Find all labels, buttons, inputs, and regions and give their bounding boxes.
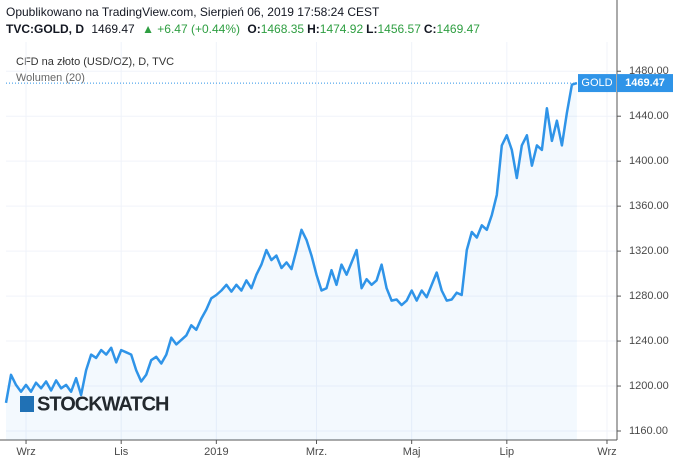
symbol-line: TVC:GOLD, D 1469.47 ▲ +6.47 (+0.44%) O:1… bbox=[6, 22, 487, 36]
last-price-box bbox=[617, 74, 673, 93]
ohlc-label: H: bbox=[307, 22, 320, 36]
y-tick-label: 1200.00 bbox=[629, 380, 669, 392]
x-tick-label: Wrz bbox=[597, 446, 616, 458]
ohlc-value: 1468.35 bbox=[260, 22, 305, 36]
y-tick-label: 1400.00 bbox=[629, 155, 669, 167]
x-tick-label: Lis bbox=[114, 446, 129, 458]
y-tick-label: 1360.00 bbox=[629, 200, 669, 212]
ohlc-label: L: bbox=[366, 22, 378, 36]
x-tick-label: Maj bbox=[403, 446, 421, 458]
ohlc-label: O: bbox=[247, 22, 261, 36]
y-tick-label: 1280.00 bbox=[629, 290, 669, 302]
legend-volume: Wolumen (20) bbox=[16, 72, 85, 84]
last-name: GOLD bbox=[581, 77, 612, 89]
price-line bbox=[4, 81, 578, 404]
last-name-box bbox=[578, 74, 616, 93]
x-tick-label: Lip bbox=[499, 446, 514, 458]
ohlc-value: 1474.92 bbox=[319, 22, 364, 36]
symbol: TVC:GOLD, D bbox=[6, 22, 84, 36]
y-tick-label: 1160.00 bbox=[629, 425, 668, 437]
x-tick-label: Mrz. bbox=[306, 446, 327, 458]
ohlc-value: 1469.47 bbox=[436, 22, 480, 36]
area-fill bbox=[6, 83, 577, 440]
ohlc-label: C: bbox=[423, 22, 437, 36]
watermark: STOCKWATCH bbox=[37, 393, 169, 415]
y-tick-label: 1240.00 bbox=[629, 335, 669, 347]
change: ▲ +6.47 (+0.44%) bbox=[142, 22, 241, 36]
y-tick-label: 1440.00 bbox=[629, 110, 669, 122]
price: 1469.47 bbox=[91, 22, 135, 36]
x-tick-label: 2019 bbox=[204, 446, 228, 458]
ohlc: O:1468.35 H:1474.92 L:1456.57 C:1469.47 bbox=[247, 22, 483, 36]
y-tick-label: 1320.00 bbox=[629, 245, 669, 257]
legend-main: CFD na złoto (USD/OZ), D, TVC bbox=[16, 56, 174, 68]
last-price: 1469.47 bbox=[625, 77, 665, 89]
published: Opublikowano na TradingView.com, Sierpie… bbox=[6, 5, 380, 19]
ohlc-value: 1456.57 bbox=[377, 22, 421, 36]
x-tick-label: Wrz bbox=[16, 446, 35, 458]
watermark-icon bbox=[20, 396, 34, 412]
